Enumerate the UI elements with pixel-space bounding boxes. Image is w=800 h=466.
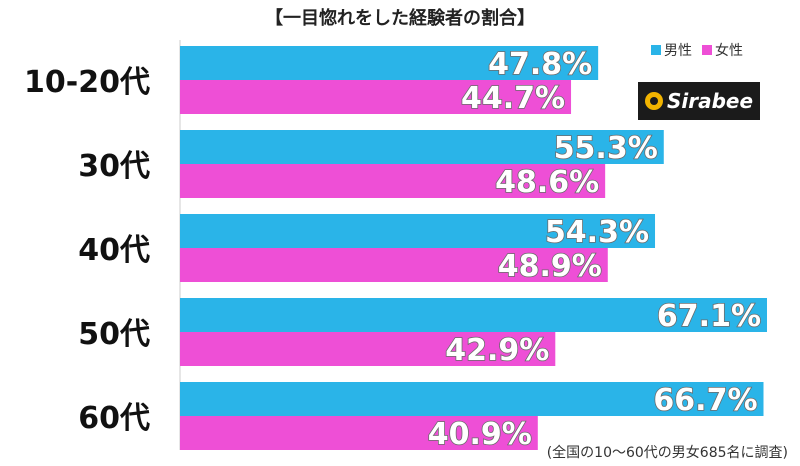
data-label: 48.6%: [495, 165, 599, 200]
category-label: 60代: [78, 401, 150, 436]
data-label: 54.3%: [545, 215, 649, 250]
bar-female: [180, 416, 538, 450]
legend-item-male: 男性: [651, 40, 692, 60]
sirabee-logo: Sirabee: [638, 82, 760, 120]
legend-label-female: 女性: [715, 43, 743, 59]
footnote: (全国の10～60代の男女685名に調査): [546, 445, 788, 461]
legend: 男性 女性: [651, 40, 743, 60]
data-label: 42.9%: [445, 333, 549, 368]
bar-male: [180, 382, 764, 416]
bar-female: [180, 80, 572, 114]
category-label: 50代: [78, 317, 150, 352]
legend-item-female: 女性: [702, 40, 743, 60]
data-label: 55.3%: [554, 131, 658, 166]
category-label: 30代: [78, 149, 150, 184]
bar-female: [180, 164, 606, 198]
data-label: 40.9%: [428, 417, 532, 452]
data-label: 48.9%: [498, 249, 602, 284]
logo-icon: [644, 92, 663, 110]
bar-female: [180, 332, 556, 366]
data-label: 44.7%: [461, 81, 565, 116]
legend-label-male: 男性: [664, 43, 692, 59]
bar-male: [180, 214, 656, 248]
logo-text: Sirabee: [666, 89, 754, 113]
legend-swatch-female: [702, 45, 712, 55]
data-label: 67.1%: [657, 299, 761, 334]
data-label: 47.8%: [488, 47, 592, 82]
chart-title: 【一目惚れをした経験者の割合】: [265, 8, 535, 29]
bar-female: [180, 248, 608, 282]
bar-male: [180, 298, 767, 332]
bar-male: [180, 130, 664, 164]
bar-male: [180, 46, 599, 80]
category-label: 40代: [78, 233, 150, 268]
legend-swatch-male: [651, 45, 661, 55]
category-label: 10-20代: [24, 65, 150, 100]
data-label: 66.7%: [653, 383, 757, 418]
